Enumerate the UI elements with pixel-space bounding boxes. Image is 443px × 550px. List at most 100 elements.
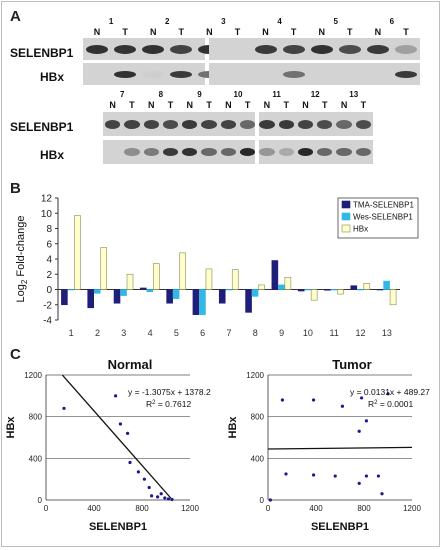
bar-HBx	[310, 289, 318, 301]
bar-Wes-SELENBP1	[93, 289, 101, 294]
y-tick-label: 12	[41, 194, 53, 205]
panel-label-c: C	[10, 346, 21, 363]
blot-row-label-selenbp1-bottom: SELENBP1	[10, 120, 74, 134]
bar-Wes-SELENBP1	[383, 280, 390, 290]
blot-bottom-hbx-left-band	[201, 148, 217, 156]
blot-lane-label: T	[122, 27, 128, 37]
blot-pair-number: 2	[165, 17, 170, 26]
bar-HBx	[126, 273, 134, 290]
blot-lane-label: T	[403, 27, 409, 37]
trendline	[267, 446, 413, 450]
blot-pair-number: 13	[349, 90, 359, 99]
legend-entry: HBx	[353, 225, 368, 234]
bar-TMA-SELENBP1	[166, 289, 173, 304]
blot-lane-label: N	[340, 100, 348, 110]
data-point	[280, 398, 284, 402]
blot-pair-number: 6	[389, 17, 395, 26]
data-point	[312, 398, 316, 402]
blot-row-label-selenbp1-top: SELENBP1	[10, 46, 74, 60]
data-point	[142, 477, 146, 481]
bar-TMA-SELENBP1	[192, 289, 200, 315]
blot-row-label-hbx-top: HBx	[40, 70, 65, 84]
bar-HBx	[363, 283, 371, 290]
r-squared-sup: 2	[152, 400, 156, 406]
bar-HBx	[284, 277, 292, 290]
bar-HBx	[74, 215, 81, 290]
data-point	[376, 474, 380, 478]
blot-lane-label: N	[225, 100, 232, 110]
bar-HBx	[100, 247, 108, 290]
bar-TMA-SELENBP1	[140, 287, 147, 290]
r-squared: R2 = 0.0001	[368, 399, 413, 409]
y-tick-label: 1200	[24, 371, 42, 380]
blot-bottom-hbx-right-band	[355, 148, 371, 156]
data-point	[284, 472, 288, 476]
blot-lane-label: T	[178, 27, 185, 37]
blot-lane-label: T	[244, 100, 251, 110]
y-axis-label: HBx	[5, 416, 17, 439]
data-point	[333, 474, 337, 478]
y-tick-label: 2	[46, 270, 52, 281]
x-tick-label: 800	[135, 504, 149, 513]
r-squared-sup: 2	[374, 400, 378, 406]
data-point	[380, 492, 384, 496]
blot-top-selenbp1-left-band	[114, 44, 137, 54]
y-tick-label: 4	[46, 255, 52, 266]
blot-pair-number: 9	[197, 90, 202, 99]
blot-lane-label: T	[283, 100, 289, 110]
x-axis-label: SELENBP1	[89, 521, 147, 533]
blot-pair-number: 7	[120, 90, 125, 99]
blot-bottom-selenbp1-left-band	[240, 119, 256, 129]
blot-lane-label: N	[93, 27, 101, 37]
legend-swatch	[341, 200, 351, 209]
data-point	[357, 481, 361, 485]
blot-bottom-hbx-right-band	[336, 148, 352, 156]
blot-lane-label: T	[129, 100, 135, 110]
data-point	[147, 485, 151, 490]
y-tick-label: 6	[46, 239, 52, 250]
blot-pair-number: 12	[310, 90, 320, 99]
blot-lane-label: T	[322, 100, 328, 110]
x-tick-label: 1200	[403, 504, 421, 513]
blot-pair-number: 1	[108, 17, 114, 26]
y-axis-label: HBx	[227, 416, 239, 439]
x-tick-label: 8	[253, 328, 258, 338]
r-squared-value: = 0.7612	[155, 399, 191, 409]
y-tick-label: 10	[41, 209, 53, 220]
y-axis-label: Log2 Fold-change	[15, 215, 29, 302]
blot-top-selenbp1-right-band	[282, 44, 305, 54]
bar-Wes-SELENBP1	[67, 289, 75, 291]
regression-equation: y = 0.0131x + 489.27	[350, 387, 430, 397]
scatter-tumor: Tumor 0 400 800 1200 0 400 800 1200 HBx SELENBP1 y …	[227, 357, 430, 533]
bar-TMA-SELENBP1	[87, 289, 95, 309]
blot-bottom-hbx-left-band	[143, 148, 159, 156]
blot-top-selenbp1-right-band	[310, 44, 333, 54]
blot-top-hbx-right	[209, 63, 420, 85]
x-tick-label: 6	[200, 328, 205, 338]
y-tick-label: -4	[43, 316, 52, 327]
x-tick-label: 3	[121, 328, 126, 338]
x-tick-label: 4	[148, 328, 153, 338]
blot-pair-number: 5	[333, 17, 338, 26]
x-tick-label: 0	[266, 504, 271, 513]
data-point	[114, 394, 118, 398]
bar-Wes-SELENBP1	[304, 289, 311, 291]
blot-top-selenbp1-right-band	[254, 44, 277, 54]
bar-HBx	[258, 284, 265, 290]
r-squared-prefix: R	[368, 399, 374, 409]
bar-Wes-SELENBP1	[172, 289, 180, 299]
blot-top-selenbp1-right-band	[366, 44, 389, 54]
x-tick-label: 5	[174, 328, 179, 338]
x-tick-label: 1	[69, 328, 74, 338]
y-axis-label-main: Log	[15, 284, 27, 302]
data-point	[357, 429, 361, 433]
bar-Wes-SELENBP1	[356, 289, 364, 291]
data-point	[268, 498, 272, 502]
blot-lane-label: T	[234, 27, 241, 37]
blot-pair-number: 8	[158, 90, 164, 99]
data-point	[62, 406, 66, 410]
data-point	[170, 497, 174, 502]
blot-bottom-hbx-left-band	[240, 148, 256, 156]
regression-equation: y = -1.3075x + 1378.2	[128, 387, 211, 397]
bar-Wes-SELENBP1	[330, 289, 338, 291]
